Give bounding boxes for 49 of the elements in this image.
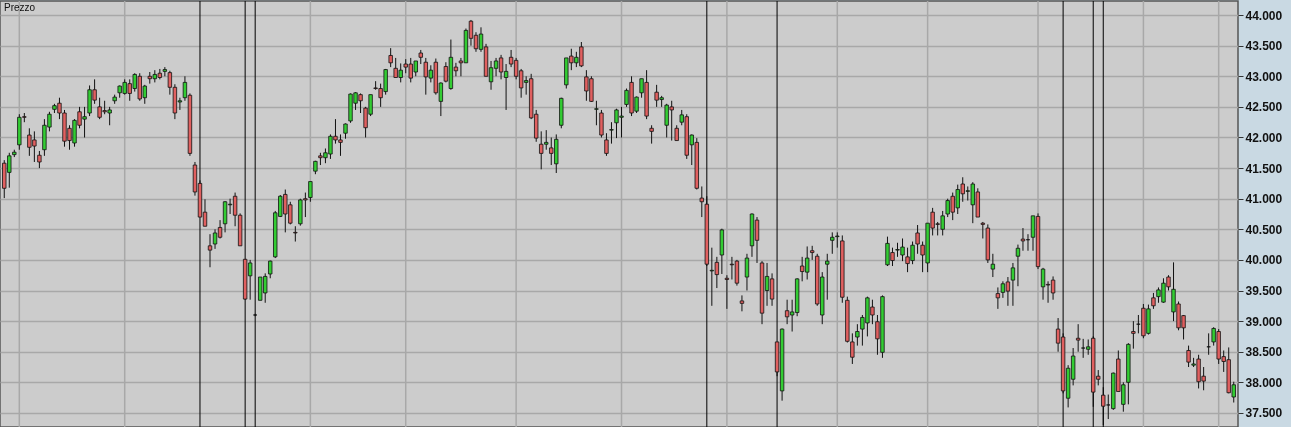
candlestick [594, 100, 599, 126]
candlestick [744, 253, 750, 292]
candlestick [498, 54, 504, 80]
y-tick-label: 37.500 [1245, 406, 1283, 421]
candlestick [609, 121, 614, 145]
candlestick [1050, 275, 1056, 301]
candlestick [222, 200, 228, 233]
candlestick [769, 272, 775, 307]
candlestick [915, 224, 920, 255]
candlestick [388, 47, 393, 68]
candlestick [308, 181, 313, 203]
y-tick-label: 39.500 [1245, 284, 1283, 299]
candlestick [754, 216, 760, 264]
candlestick [1015, 244, 1021, 287]
candlestick [599, 109, 604, 138]
y-tick-label: 40.500 [1245, 222, 1283, 237]
candlestick [739, 294, 745, 312]
y-tick-label: 42.000 [1245, 130, 1283, 145]
y-tick-label: 42.500 [1245, 100, 1283, 115]
candlestick [604, 132, 609, 157]
candlestick [835, 231, 840, 249]
candlestick [1020, 227, 1026, 252]
y-tick-label: 40.000 [1245, 253, 1283, 268]
candlestick [1131, 320, 1136, 350]
y-tick-label: 43.000 [1245, 69, 1283, 84]
y-tick-label: 38.000 [1245, 375, 1283, 390]
candlestick [207, 233, 213, 268]
candlestick [649, 124, 654, 145]
candlestick [293, 225, 298, 243]
y-tick-label: 39.000 [1245, 314, 1283, 329]
candlestick [825, 253, 830, 301]
candlestick [212, 228, 218, 250]
candlestick [1076, 323, 1081, 353]
y-tick-label: 41.500 [1245, 161, 1283, 176]
candlestick [990, 253, 996, 278]
candlestick [830, 231, 835, 255]
candlestick [734, 259, 740, 287]
candlestick [855, 323, 860, 347]
y-tick-label: 44.000 [1245, 8, 1283, 23]
candlestick [1040, 267, 1046, 301]
candlestick [1186, 345, 1191, 368]
candlestick [1010, 262, 1016, 307]
y-tick-label: 41.000 [1245, 192, 1283, 207]
y-tick-label: 43.500 [1245, 39, 1283, 54]
candlestick [724, 274, 730, 310]
candlestick [995, 286, 1001, 310]
candlestick [699, 185, 704, 218]
y-tick-label: 38.500 [1245, 345, 1283, 360]
chart-title: Prezzo [4, 2, 36, 13]
